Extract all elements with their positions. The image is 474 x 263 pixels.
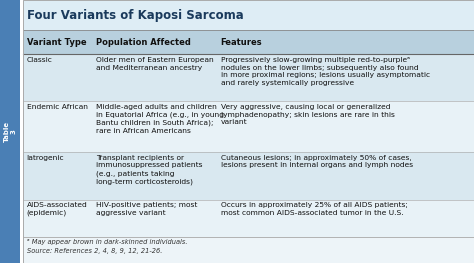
Text: Table
3: Table 3 — [3, 121, 17, 142]
Text: Occurs in approximately 25% of all AIDS patients;
most common AIDS-associated tu: Occurs in approximately 25% of all AIDS … — [220, 202, 408, 216]
Bar — [23, 237, 474, 263]
Text: Older men of Eastern European
and Mediterranean ancestry: Older men of Eastern European and Medite… — [97, 57, 214, 70]
Text: Cutaneous lesions; in approximately 50% of cases,
lesions present in internal or: Cutaneous lesions; in approximately 50% … — [220, 155, 413, 168]
Bar — [23, 101, 474, 152]
Text: Population Affected: Population Affected — [97, 38, 191, 47]
Bar — [23, 200, 474, 237]
Text: Very aggressive, causing local or generalized
lymphadenopathy; skin lesions are : Very aggressive, causing local or genera… — [220, 104, 394, 125]
Text: Variant Type: Variant Type — [27, 38, 86, 47]
Bar — [23, 0, 474, 31]
Bar — [0, 0, 20, 263]
Text: HIV-positive patients; most
aggressive variant: HIV-positive patients; most aggressive v… — [97, 202, 198, 216]
Text: Transplant recipients or
immunosuppressed patients
(e.g., patients taking
long-t: Transplant recipients or immunosuppresse… — [97, 155, 203, 185]
Text: Iatrogenic: Iatrogenic — [27, 155, 64, 161]
Text: Classic: Classic — [27, 57, 53, 63]
Text: Endemic African: Endemic African — [27, 104, 88, 110]
Text: Features: Features — [220, 38, 262, 47]
Bar — [23, 54, 474, 101]
Text: AIDS-associated
(epidemic): AIDS-associated (epidemic) — [27, 202, 87, 216]
Bar — [23, 152, 474, 200]
Text: ᵃ May appear brown in dark-skinned individuals.
Source: References 2, 4, 8, 9, 1: ᵃ May appear brown in dark-skinned indiv… — [27, 239, 187, 254]
Text: Middle-aged adults and children
in Equatorial Africa (e.g., in young
Bantu child: Middle-aged adults and children in Equat… — [97, 104, 225, 134]
Text: Four Variants of Kaposi Sarcoma: Four Variants of Kaposi Sarcoma — [27, 9, 243, 22]
Text: Progressively slow-growing multiple red-to-purpleᵃ
nodules on the lower limbs; s: Progressively slow-growing multiple red-… — [220, 57, 430, 86]
Bar — [20, 0, 23, 263]
Bar — [23, 31, 474, 54]
